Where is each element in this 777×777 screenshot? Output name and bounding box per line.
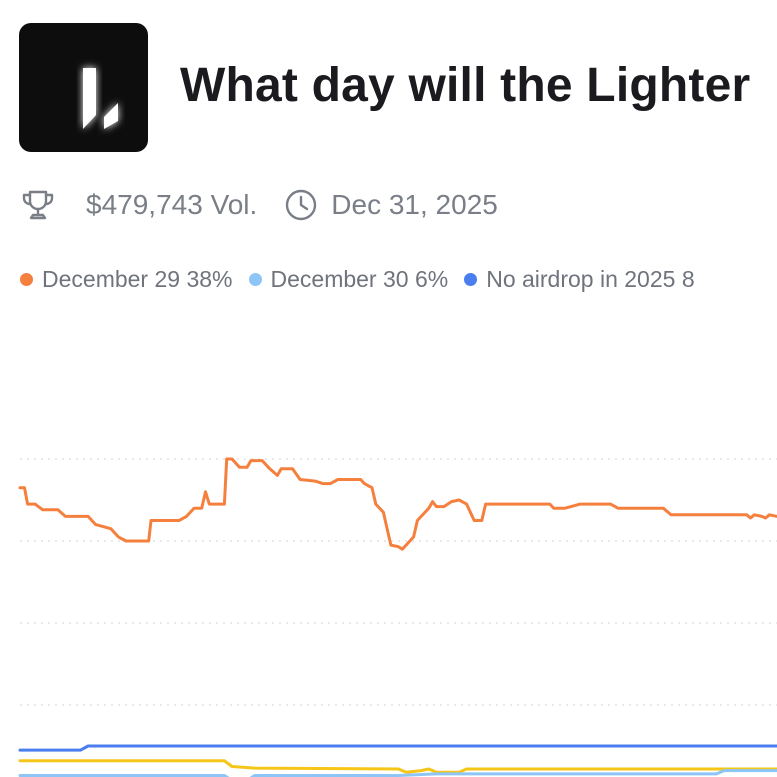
lighter-logo-svg <box>83 68 118 129</box>
market-meta: $479,743 Vol. Dec 31, 2025 <box>20 186 498 224</box>
trophy-icon <box>20 187 56 223</box>
legend-label: No airdrop in 2025 8 <box>486 266 695 292</box>
series-line-3 <box>18 769 777 777</box>
legend-item-december-30[interactable]: December 30 6% <box>248 266 449 293</box>
legend-dot <box>464 273 478 286</box>
legend-dot <box>20 273 33 286</box>
legend-item-no-airdrop[interactable]: No airdrop in 2025 8 <box>464 266 695 293</box>
end-date-text: Dec 31, 2025 <box>331 189 498 220</box>
page-title: What day will the Lighter <box>180 59 751 112</box>
volume-text: $479,743 Vol. <box>86 189 258 220</box>
legend-item-december-29[interactable]: December 29 38% <box>20 266 233 293</box>
legend-label: December 29 38% <box>42 266 233 292</box>
chart-legend: December 29 38% December 30 6% No airdro… <box>20 266 711 293</box>
series-line-0 <box>18 457 777 551</box>
lighter-logo-icon <box>19 23 148 152</box>
legend-dot <box>248 273 262 286</box>
legend-label: December 30 6% <box>270 266 449 292</box>
series-line-2 <box>18 759 777 774</box>
series-line-1 <box>18 744 777 752</box>
price-history-chart[interactable] <box>0 360 777 777</box>
clock-icon <box>283 187 319 223</box>
